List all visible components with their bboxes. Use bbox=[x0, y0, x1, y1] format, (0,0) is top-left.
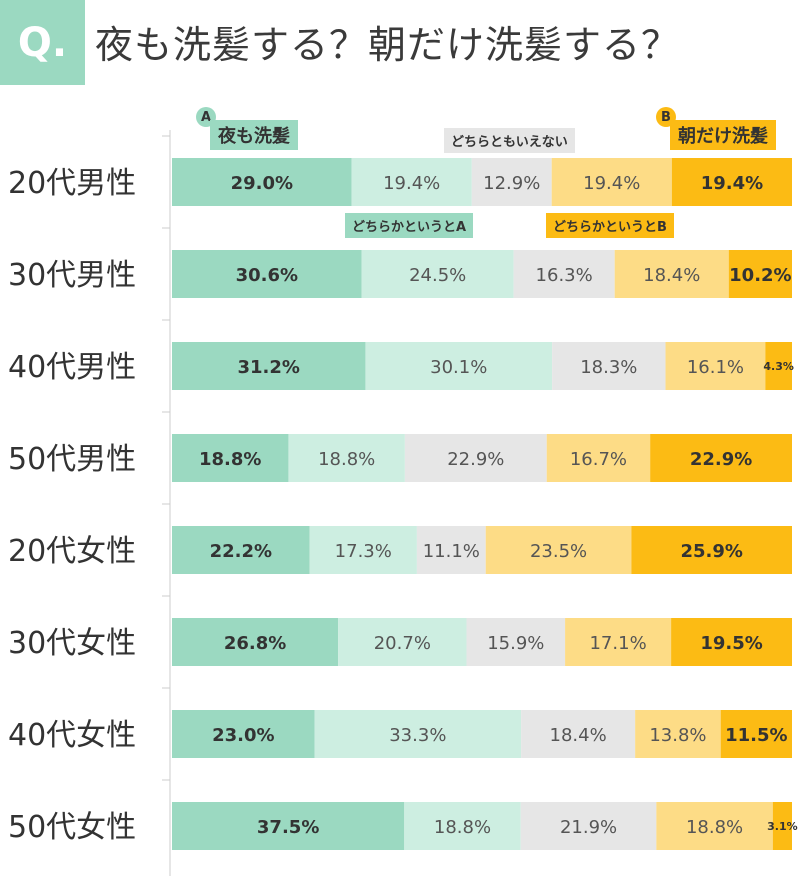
bar-segment bbox=[650, 434, 792, 482]
data-label: 16.1% bbox=[687, 357, 744, 378]
data-label: 18.8% bbox=[199, 449, 261, 470]
data-label: 19.4% bbox=[383, 173, 440, 194]
legend-lean-b-label: どちらかというとB bbox=[546, 213, 674, 238]
category-label: 50代男性 bbox=[8, 442, 136, 477]
legend-lean-a-label: どちらかというとA bbox=[345, 213, 474, 238]
data-label: 18.3% bbox=[580, 357, 637, 378]
bar-segment bbox=[551, 158, 672, 206]
data-label: 10.2% bbox=[729, 265, 791, 286]
data-label: 25.9% bbox=[680, 541, 742, 562]
data-label: 18.8% bbox=[686, 817, 743, 838]
data-label: 18.4% bbox=[643, 265, 700, 286]
bar-segment bbox=[351, 158, 472, 206]
data-label: 17.1% bbox=[589, 633, 646, 654]
bar-segment bbox=[365, 342, 553, 390]
category-label: 40代女性 bbox=[8, 718, 136, 753]
bar-segment bbox=[485, 526, 632, 574]
bar-segment bbox=[172, 158, 352, 206]
bar-segment bbox=[172, 526, 310, 574]
data-label: 23.0% bbox=[212, 725, 274, 746]
bar-segment bbox=[172, 802, 405, 850]
bar-segment bbox=[765, 342, 792, 390]
bar-segment bbox=[309, 526, 417, 574]
bar-segment bbox=[552, 342, 666, 390]
legend-neutral-label: どちらともいえない bbox=[444, 128, 575, 153]
data-label: 29.0% bbox=[231, 173, 293, 194]
category-label: 20代女性 bbox=[8, 534, 136, 569]
data-label: 30.6% bbox=[236, 265, 298, 286]
data-label: 22.9% bbox=[447, 449, 504, 470]
bar-segment bbox=[172, 434, 289, 482]
bar-segment bbox=[772, 802, 792, 850]
bar-segment bbox=[728, 250, 792, 298]
bar-segment bbox=[471, 158, 552, 206]
bar-segment bbox=[635, 710, 721, 758]
bar-segment bbox=[521, 710, 636, 758]
data-label: 33.3% bbox=[389, 725, 446, 746]
bar-segment bbox=[172, 618, 339, 666]
bar-segment bbox=[671, 158, 792, 206]
category-label: 30代男性 bbox=[8, 258, 136, 293]
data-label: 15.9% bbox=[487, 633, 544, 654]
data-label: 18.8% bbox=[318, 449, 375, 470]
bar-segment bbox=[631, 526, 792, 574]
page-title: 夜も洗髪する？朝だけ洗髪する？ bbox=[95, 23, 681, 67]
bar-segment bbox=[720, 710, 792, 758]
data-label: 16.7% bbox=[570, 449, 627, 470]
data-label: 17.3% bbox=[335, 541, 392, 562]
question-badge: Q. bbox=[0, 0, 85, 85]
data-label: 20.7% bbox=[374, 633, 431, 654]
category-label: 40代男性 bbox=[8, 350, 136, 385]
data-label: 26.8% bbox=[224, 633, 286, 654]
data-label: 19.4% bbox=[583, 173, 640, 194]
category-label: 30代女性 bbox=[8, 626, 136, 661]
bar-segment bbox=[361, 250, 514, 298]
bar-segment bbox=[314, 710, 522, 758]
data-label: 13.8% bbox=[649, 725, 706, 746]
data-label: 3.1% bbox=[767, 820, 798, 833]
category-label: 50代女性 bbox=[8, 810, 136, 845]
data-label: 22.9% bbox=[690, 449, 752, 470]
data-label: 19.4% bbox=[701, 173, 763, 194]
bar-segment bbox=[172, 342, 366, 390]
data-label: 12.9% bbox=[483, 173, 540, 194]
bar-segment bbox=[416, 526, 486, 574]
data-label: 16.3% bbox=[536, 265, 593, 286]
bar-segment bbox=[656, 802, 773, 850]
bar-segment bbox=[172, 250, 362, 298]
bar-segment bbox=[172, 710, 315, 758]
data-label: 37.5% bbox=[257, 817, 319, 838]
data-label: 4.3% bbox=[763, 360, 794, 373]
data-label: 18.8% bbox=[434, 817, 491, 838]
data-label: 24.5% bbox=[409, 265, 466, 286]
bar-segment bbox=[546, 434, 651, 482]
bar-segment bbox=[513, 250, 615, 298]
bar-segment bbox=[665, 342, 766, 390]
category-label: 20代男性 bbox=[8, 166, 136, 201]
bar-segment bbox=[404, 802, 521, 850]
data-label: 31.2% bbox=[237, 357, 299, 378]
data-label: 18.4% bbox=[550, 725, 607, 746]
bar-segment bbox=[565, 618, 672, 666]
data-label: 11.1% bbox=[423, 541, 480, 562]
data-label: 30.1% bbox=[430, 357, 487, 378]
data-label: 19.5% bbox=[700, 633, 762, 654]
bar-segment bbox=[520, 802, 657, 850]
bar-segment bbox=[404, 434, 547, 482]
legend-a-label: 夜も洗髪 bbox=[210, 120, 298, 150]
bar-segment bbox=[671, 618, 792, 666]
legend-b-label: 朝だけ洗髪 bbox=[670, 120, 776, 150]
bar-segment bbox=[614, 250, 729, 298]
data-label: 21.9% bbox=[560, 817, 617, 838]
data-label: 23.5% bbox=[530, 541, 587, 562]
bar-segment bbox=[338, 618, 467, 666]
bar-segment bbox=[466, 618, 566, 666]
data-label: 22.2% bbox=[210, 541, 272, 562]
data-label: 11.5% bbox=[725, 725, 787, 746]
bar-segment bbox=[288, 434, 405, 482]
